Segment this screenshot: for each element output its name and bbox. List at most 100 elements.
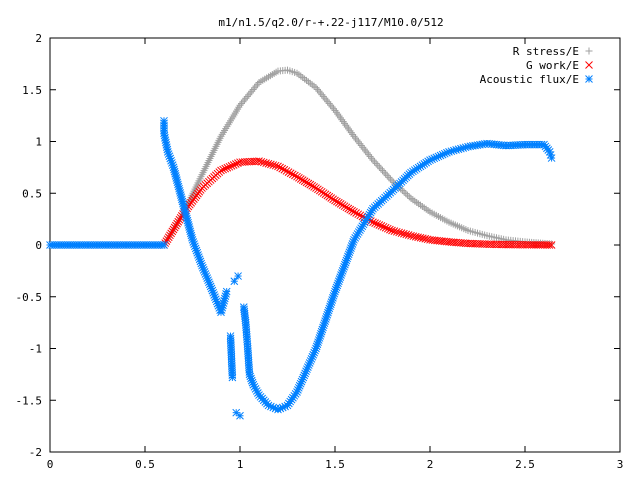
data-point	[173, 219, 181, 228]
data-point	[359, 143, 367, 151]
data-point	[369, 218, 377, 227]
data-point	[368, 154, 376, 162]
data-point	[223, 163, 232, 172]
data-point	[383, 224, 392, 233]
data-point	[259, 158, 268, 167]
data-point	[234, 159, 242, 167]
chart-title: m1/n1.5/q2.0/r-+.22-j117/M10.0/512	[218, 16, 443, 29]
data-point	[334, 198, 343, 207]
legend-label: R stress/E	[513, 45, 579, 58]
data-point	[255, 157, 263, 166]
x-tick-label: 0.5	[135, 458, 155, 471]
data-point	[402, 190, 410, 198]
y-tick-label: -2	[29, 446, 42, 459]
data-point	[409, 232, 418, 241]
y-tick-label: -1.5	[16, 394, 43, 407]
data-point	[386, 175, 394, 183]
data-point	[397, 229, 406, 237]
data-point	[400, 188, 408, 196]
data-point	[316, 89, 324, 97]
data-point	[293, 172, 301, 181]
data-point	[267, 160, 275, 169]
data-point	[274, 162, 282, 171]
data-point	[377, 222, 386, 230]
x-tick-label: 2	[427, 458, 434, 471]
data-point	[379, 222, 388, 231]
data-point	[249, 86, 257, 94]
legend-label: Acoustic flux/E	[480, 73, 579, 86]
data-point	[291, 171, 299, 180]
data-point	[296, 175, 305, 183]
data-point	[327, 101, 335, 109]
data-point	[237, 100, 245, 108]
data-point	[374, 161, 382, 169]
data-point	[172, 221, 180, 230]
data-point	[280, 165, 289, 174]
data-point	[331, 196, 339, 205]
x-tick-label: 0	[47, 458, 54, 471]
series-2	[46, 116, 556, 420]
data-point	[344, 204, 353, 213]
data-point	[222, 287, 231, 296]
data-point	[175, 215, 184, 224]
data-point	[325, 99, 333, 107]
data-point	[395, 228, 403, 237]
data-point	[304, 179, 313, 188]
data-point	[351, 134, 359, 142]
data-point	[419, 234, 427, 243]
data-point	[353, 136, 361, 144]
data-point	[174, 217, 183, 226]
data-point	[257, 157, 266, 166]
data-point	[333, 197, 341, 206]
data-point	[278, 403, 287, 412]
data-point	[219, 165, 227, 174]
data-point	[390, 227, 399, 236]
data-point	[354, 210, 363, 219]
data-point	[252, 82, 260, 90]
data-point	[310, 183, 318, 191]
data-point	[254, 80, 262, 88]
data-point	[269, 161, 278, 169]
data-point	[231, 160, 240, 168]
data-point	[365, 151, 373, 159]
data-point	[319, 92, 327, 100]
y-tick-label: -1	[29, 343, 42, 356]
data-point	[176, 213, 185, 222]
data-point	[407, 231, 415, 240]
data-point	[262, 159, 270, 167]
data-point	[371, 219, 379, 228]
data-point	[243, 93, 251, 101]
data-point	[318, 91, 326, 99]
series-0	[160, 66, 556, 249]
data-point	[170, 223, 179, 232]
data-point	[248, 87, 256, 95]
data-point	[350, 132, 358, 140]
data-point	[328, 103, 336, 111]
data-point	[300, 177, 309, 186]
data-point	[284, 168, 293, 176]
data-point	[354, 138, 362, 146]
data-point	[547, 241, 556, 249]
data-point	[330, 105, 338, 113]
data-point	[169, 225, 178, 234]
data-point	[230, 277, 239, 286]
y-tick-label: 0	[35, 239, 42, 252]
data-point	[306, 180, 315, 189]
data-point	[548, 240, 556, 248]
data-point	[356, 140, 364, 148]
legend-marker	[585, 61, 593, 69]
data-point	[402, 230, 411, 239]
data-point	[398, 186, 406, 194]
y-tick-label: 1	[35, 136, 42, 149]
y-tick-label: 2	[35, 32, 42, 45]
data-point	[312, 84, 320, 92]
data-point	[271, 161, 280, 170]
data-point	[400, 229, 408, 238]
data-point	[375, 221, 384, 229]
data-point	[160, 241, 168, 249]
data-point	[377, 165, 385, 173]
data-point	[388, 226, 396, 235]
data-point	[295, 173, 303, 182]
